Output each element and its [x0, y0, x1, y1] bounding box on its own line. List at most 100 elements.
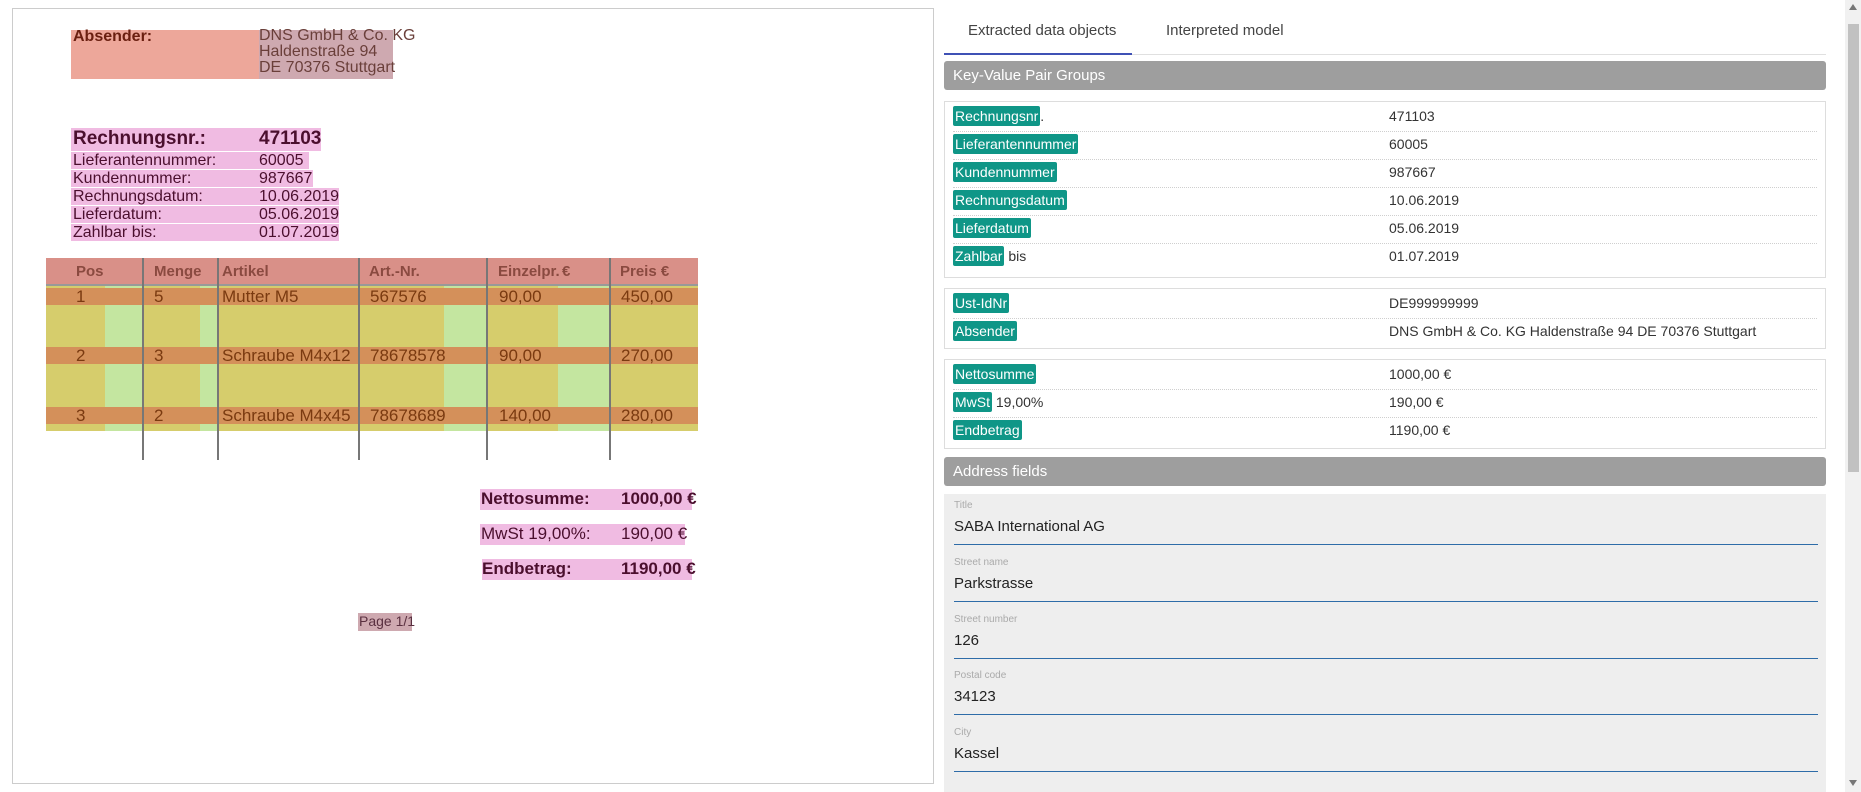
field-label: Postal code: [954, 670, 1007, 681]
field-value: 126: [954, 632, 980, 649]
tab-extracted-data-objects[interactable]: Extracted data objects: [968, 22, 1117, 39]
table-column-line: [217, 258, 219, 460]
table-cell: 140,00: [499, 406, 551, 425]
field-label: Street number: [954, 614, 1018, 625]
table-header-pos: Pos: [76, 263, 104, 280]
field-label: City: [954, 727, 972, 738]
supplier-number-label: Lieferantennummer:: [73, 152, 217, 169]
kv-key-chip: Ust-IdNr: [953, 293, 1010, 313]
sender-line3: DE 70376 Stuttgart: [259, 59, 396, 76]
totals-highlight: [482, 559, 692, 580]
kv-key-suffix: 19,00%: [992, 394, 1044, 410]
kv-row[interactable]: Nettosumme 1000,00 €: [953, 362, 1817, 390]
table-cell: 3: [154, 346, 164, 365]
vat-value: 190,00 €: [621, 524, 688, 543]
kv-value: 05.06.2019: [1389, 220, 1460, 236]
grand-total-label: Endbetrag:: [482, 559, 572, 578]
invoice-field-highlight: [71, 224, 339, 241]
extraction-panel: Extracted data objects Interpreted model…: [944, 0, 1840, 792]
table-header-divider: [46, 284, 698, 286]
kv-row[interactable]: Rechnungsdatum 10.06.2019: [953, 188, 1817, 216]
kv-key-chip: Lieferdatum: [953, 218, 1031, 238]
kv-key-chip: MwSt: [953, 392, 992, 412]
active-tab-indicator: [944, 53, 1132, 55]
invoice-field-highlight: [71, 128, 321, 151]
table-column-line: [486, 258, 488, 460]
kv-key-chip: Kundennummer: [953, 162, 1057, 182]
table-cell: 450,00: [621, 287, 673, 306]
kv-row[interactable]: Zahlbar bis 01.07.2019: [953, 244, 1817, 272]
kv-value: 1190,00 €: [1389, 422, 1451, 438]
scroll-down-icon[interactable]: [1849, 780, 1857, 786]
kv-key-suffix: .: [1040, 108, 1045, 124]
field-value: 34123: [954, 688, 996, 705]
kv-value: 471103: [1389, 108, 1435, 124]
kv-section-header[interactable]: Key-Value Pair Groups: [944, 61, 1826, 90]
kv-key-chip: Endbetrag: [953, 420, 1022, 440]
table-header-artikel: Artikel: [222, 263, 269, 280]
address-section-header[interactable]: Address fields: [944, 457, 1826, 486]
table-cell: 78678689: [370, 406, 446, 425]
street-name-field[interactable]: Street name Parkstrasse: [954, 551, 1818, 602]
city-field[interactable]: City Kassel: [954, 721, 1818, 772]
table-header-menge: Menge: [154, 263, 202, 280]
kv-row[interactable]: Lieferdatum 05.06.2019: [953, 216, 1817, 244]
scrollbar-thumb[interactable]: [1848, 24, 1859, 472]
field-value: SABA International AG: [954, 518, 1105, 535]
table-header-artnr: Art.-Nr.: [369, 263, 420, 280]
postal-code-field[interactable]: Postal code 34123: [954, 664, 1818, 715]
table-cell: 567576: [370, 287, 427, 306]
invoice-number-value: 471103: [259, 128, 322, 149]
table-cell: 90,00: [499, 287, 542, 306]
kv-key-chip: Absender: [953, 321, 1017, 341]
kv-row[interactable]: MwSt 19,00% 190,00 €: [953, 390, 1817, 418]
sender-label-highlight: [71, 30, 259, 79]
sender-value-highlight: [259, 30, 393, 79]
kv-row[interactable]: Kundennummer 987667: [953, 160, 1817, 188]
kv-value: DE999999999: [1389, 295, 1479, 311]
table-cell: 1: [76, 287, 86, 306]
kv-group: Nettosumme 1000,00 € MwSt 19,00% 190,00 …: [944, 359, 1826, 449]
delivery-date-label: Lieferdatum:: [73, 206, 162, 223]
kv-value: 01.07.2019: [1389, 248, 1460, 264]
page-number: Page 1/1: [359, 613, 416, 629]
kv-key-chip: Zahlbar: [953, 246, 1005, 266]
kv-key-chip: Nettosumme: [953, 364, 1037, 384]
sender-line1: DNS GmbH & Co. KG: [259, 27, 416, 44]
net-total-label: Nettosumme:: [481, 489, 590, 508]
totals-highlight: [480, 489, 692, 510]
sender-line2: Haldenstraße 94: [259, 43, 378, 60]
table-header-einzelpreis: Einzelpr.: [498, 263, 560, 280]
table-header-currency: €: [562, 263, 571, 280]
table-row-highlight: [46, 288, 698, 305]
kv-value: 60005: [1389, 136, 1428, 152]
kv-row[interactable]: Rechnungsnr. 471103: [953, 104, 1817, 132]
table-cell: 5: [154, 287, 164, 306]
tab-interpreted-model[interactable]: Interpreted model: [1166, 22, 1284, 39]
invoice-field-highlight: [71, 170, 313, 187]
address-title-field[interactable]: Title SABA International AG: [954, 494, 1818, 545]
grand-total-value: 1190,00 €: [621, 559, 696, 578]
field-value: Kassel: [954, 745, 1000, 762]
table-column-line: [609, 258, 611, 460]
street-number-field[interactable]: Street number 126: [954, 608, 1818, 659]
kv-row[interactable]: Endbetrag 1190,00 €: [953, 418, 1817, 446]
tab-bar-divider: [944, 54, 1826, 55]
kv-row[interactable]: Lieferantennummer 60005: [953, 132, 1817, 160]
table-cell: 2: [154, 406, 164, 425]
kv-value: 10.06.2019: [1389, 192, 1460, 208]
kv-group: Rechnungsnr. 471103 Lieferantennummer 60…: [944, 101, 1826, 278]
customer-number-value: 987667: [259, 170, 313, 187]
kv-key-suffix: bis: [1004, 248, 1027, 264]
kv-row[interactable]: Absender DNS GmbH & Co. KG Haldenstraße …: [953, 319, 1817, 347]
vat-label: MwSt 19,00%:: [481, 524, 591, 543]
kv-group: Ust-IdNr DE999999999 Absender DNS GmbH &…: [944, 288, 1826, 349]
kv-value: DNS GmbH & Co. KG Haldenstraße 94 DE 703…: [1389, 323, 1757, 339]
scroll-up-icon[interactable]: [1849, 4, 1857, 10]
due-date-value: 01.07.2019: [259, 224, 340, 241]
kv-row[interactable]: Ust-IdNr DE999999999: [953, 291, 1817, 319]
due-date-label: Zahlbar bis:: [73, 224, 157, 241]
kv-key-chip: Lieferantennummer: [953, 134, 1079, 154]
kv-value: 987667: [1389, 164, 1436, 180]
field-label: Street name: [954, 557, 1009, 568]
